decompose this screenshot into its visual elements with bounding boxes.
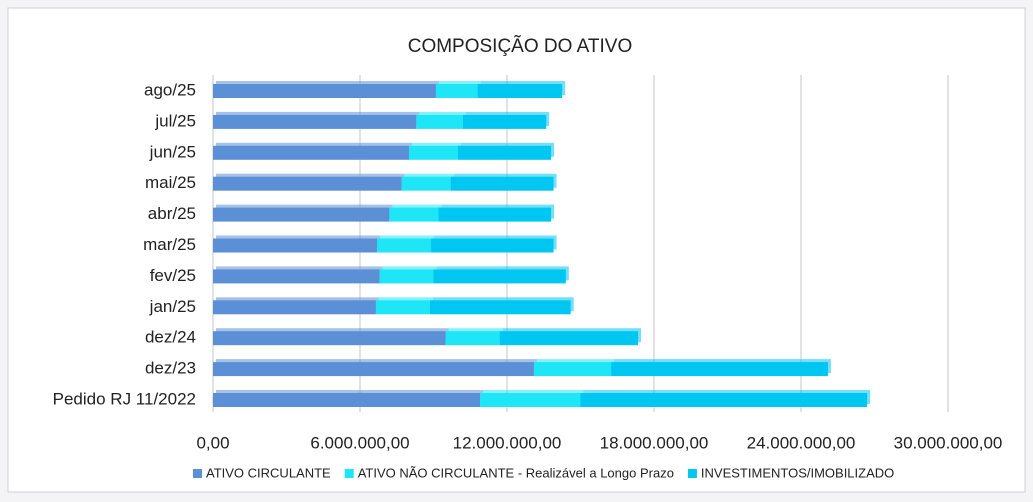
x-tick-label: 12.000.000,00 xyxy=(453,433,562,452)
legend-swatch xyxy=(687,469,697,478)
y-tick-label: dez/24 xyxy=(145,328,196,347)
x-tick-label: 24.000.000,00 xyxy=(747,433,856,452)
bar xyxy=(213,238,378,253)
legend-label: ATIVO NÃO CIRCULANTE - Realizável a Long… xyxy=(358,465,674,480)
y-tick-label: abr/25 xyxy=(148,204,196,223)
bar xyxy=(379,269,434,284)
x-tick-label: 18.000.000,00 xyxy=(600,433,709,452)
legend-swatch xyxy=(193,469,202,478)
bar xyxy=(580,393,868,407)
x-tick-label: 0,00 xyxy=(196,433,229,452)
bar xyxy=(409,145,458,160)
y-tick-label: jul/25 xyxy=(154,111,196,130)
y-tick-label: mar/25 xyxy=(143,235,196,254)
chart-title: COMPOSIÇÃO DO ATIVO xyxy=(408,35,633,57)
y-tick-label: Pedido RJ 11/2022 xyxy=(53,389,196,408)
bar xyxy=(429,300,571,315)
bar xyxy=(401,176,451,191)
legend-label: ATIVO CIRCULANTE xyxy=(206,465,331,480)
y-tick-label: ago/25 xyxy=(144,80,196,99)
bar xyxy=(213,176,402,191)
bar xyxy=(450,176,554,191)
y-tick-label: mai/25 xyxy=(145,173,196,192)
bar xyxy=(480,393,581,407)
bar xyxy=(477,84,563,98)
bar xyxy=(435,84,478,98)
bar xyxy=(416,114,463,129)
bar xyxy=(375,300,430,315)
bar xyxy=(458,145,552,160)
bar xyxy=(213,300,376,315)
bar xyxy=(462,114,547,129)
x-tick-label: 6.000.000,00 xyxy=(310,433,409,452)
bar xyxy=(213,84,436,98)
bar xyxy=(213,269,380,284)
y-tick-label: jan/25 xyxy=(149,297,196,316)
bar xyxy=(389,207,439,222)
bar xyxy=(445,331,500,346)
bar xyxy=(431,238,554,253)
bar xyxy=(213,331,446,346)
legend-label: INVESTIMENTOS/IMOBILIZADO xyxy=(701,465,894,480)
bar xyxy=(499,331,639,346)
bar xyxy=(213,207,390,222)
bar xyxy=(213,362,534,377)
bar xyxy=(213,393,481,407)
y-tick-label: jun/25 xyxy=(149,142,196,161)
y-tick-label: dez/23 xyxy=(145,359,196,378)
bar xyxy=(377,238,432,253)
bar xyxy=(213,145,409,160)
bar xyxy=(533,362,612,377)
y-tick-label: fev/25 xyxy=(150,266,196,285)
legend-swatch xyxy=(344,469,354,478)
bar xyxy=(438,207,552,222)
bar xyxy=(611,362,828,377)
x-tick-label: 30.000.000,00 xyxy=(894,433,1003,452)
bar xyxy=(213,114,417,129)
bar xyxy=(433,269,566,284)
